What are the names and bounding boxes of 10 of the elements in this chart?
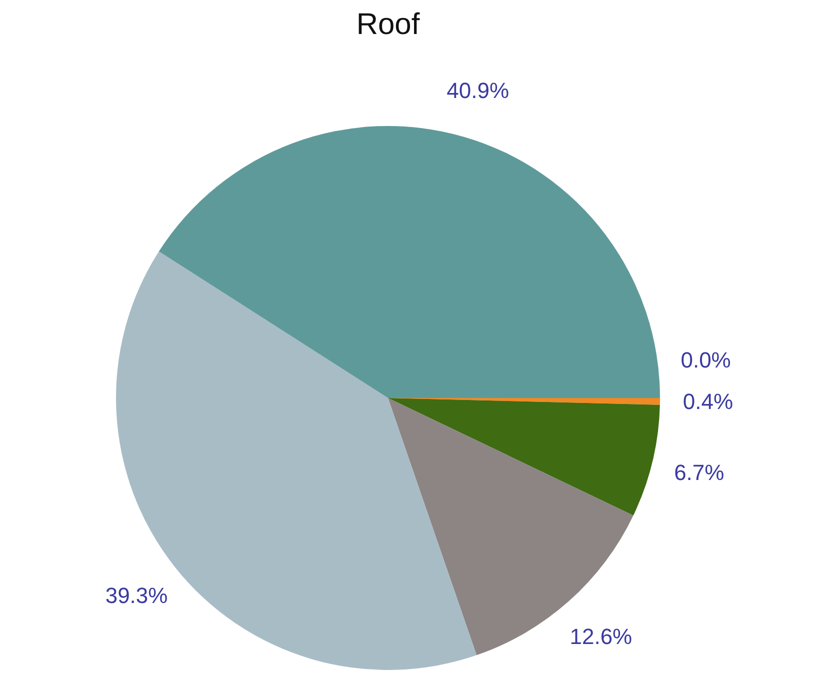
data-label: 39.3% xyxy=(105,582,168,608)
data-label: 6.7% xyxy=(674,460,724,485)
data-label: 40.9% xyxy=(446,78,510,103)
pie-slice xyxy=(158,126,660,398)
pie-slice xyxy=(388,398,660,516)
data-label: 12.6% xyxy=(570,624,632,649)
data-label: 0.4% xyxy=(682,389,734,414)
text: 0.0% xyxy=(680,348,731,373)
pie-slice xyxy=(388,398,634,656)
chart-title: Roof xyxy=(356,8,420,41)
